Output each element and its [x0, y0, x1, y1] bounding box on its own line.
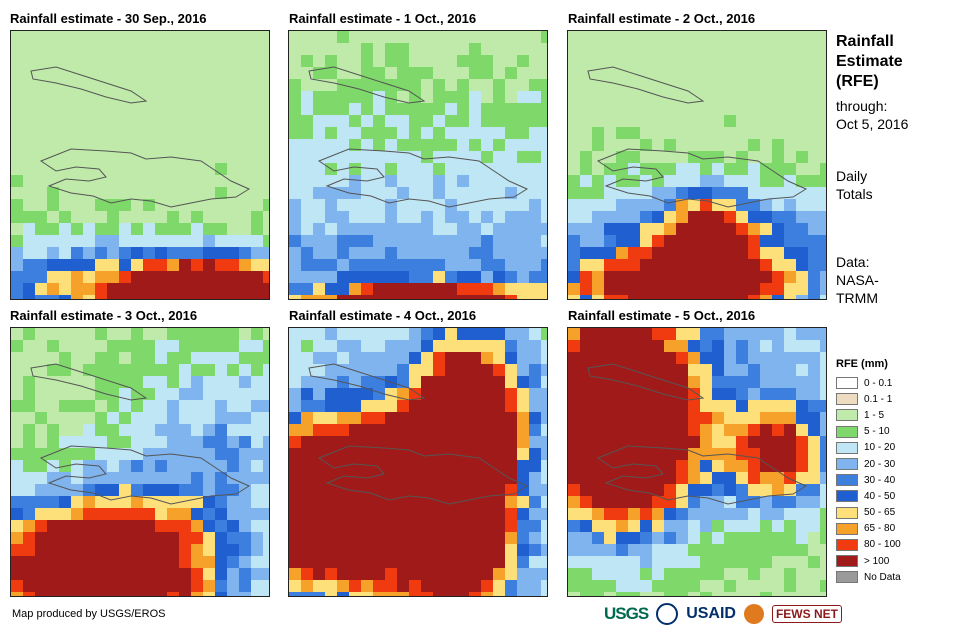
- usaid-seal-icon: [656, 603, 679, 625]
- legend-items: 0 - 0.1 0.1 - 1 1 - 5 5 - 10 10 - 20 20 - 30 3…: [836, 375, 901, 585]
- rainfall-grid-oct2: [568, 31, 826, 299]
- map-panel-oct3: [10, 327, 270, 597]
- legend-label: 65 - 80: [864, 523, 896, 535]
- map-panel-sep30: [10, 30, 270, 300]
- legend-item: 50 - 65: [836, 505, 901, 521]
- fews-seal-icon: [743, 604, 764, 624]
- legend-label: 10 - 20: [864, 442, 896, 454]
- data-source-line2: NASA-: [836, 272, 879, 288]
- rainfall-grid-sep30: [11, 31, 269, 299]
- map-title-line2: Estimate: [836, 53, 903, 70]
- legend-swatch: [836, 538, 858, 551]
- legend-item: > 100: [836, 553, 901, 569]
- legend-item: 20 - 30: [836, 456, 901, 472]
- legend-label: 30 - 40: [864, 474, 896, 486]
- legend-title: RFE (mm): [836, 358, 888, 370]
- legend-label: 1 - 5: [864, 409, 885, 421]
- legend-swatch: [836, 425, 858, 438]
- map-panel-oct1: [288, 30, 548, 300]
- panel-title-oct4: Rainfall estimate - 4 Oct., 2016: [289, 308, 477, 323]
- data-source-line3: TRMM: [836, 290, 878, 306]
- hispaniola-outline: [596, 445, 808, 505]
- panel-title-oct3: Rainfall estimate - 3 Oct., 2016: [10, 308, 198, 323]
- cuba-outline: [30, 66, 148, 104]
- totals-block: Daily Totals: [836, 167, 956, 203]
- legend-label: 80 - 100: [864, 539, 901, 551]
- legend-item: 30 - 40: [836, 472, 901, 488]
- usgs-logo: USGS: [604, 604, 649, 623]
- map-title-line3: (RFE): [836, 73, 879, 90]
- legend-swatch: [836, 555, 858, 568]
- cuba-outline: [30, 363, 148, 401]
- legend: RFE (mm) 0 - 0.1 0.1 - 1 1 - 5 5 - 10 10 - 2…: [836, 358, 901, 585]
- legend-swatch: [836, 409, 858, 422]
- legend-swatch: [836, 506, 858, 519]
- hispaniola-outline: [317, 445, 529, 505]
- through-label: through:: [836, 98, 888, 114]
- legend-item: No Data: [836, 569, 901, 585]
- totals-line1: Daily: [836, 168, 868, 184]
- map-credit: Map produced by USGS/EROS: [12, 608, 166, 620]
- cuba-outline: [587, 363, 705, 401]
- panel-title-sep30: Rainfall estimate - 30 Sep., 2016: [10, 11, 207, 26]
- map-panel-oct5: [567, 327, 827, 597]
- panel-title-oct5: Rainfall estimate - 5 Oct., 2016: [568, 308, 756, 323]
- data-source-block: Data: NASA- TRMM: [836, 253, 956, 307]
- hispaniola-outline: [317, 148, 529, 208]
- legend-item: 0 - 0.1: [836, 375, 901, 391]
- legend-label: 0.1 - 1: [864, 393, 893, 405]
- logo-bar: USGS USAID FEWS NET: [604, 603, 842, 625]
- legend-item: 40 - 50: [836, 488, 901, 504]
- legend-label: 0 - 0.1: [864, 377, 893, 389]
- panel-title-oct1: Rainfall estimate - 1 Oct., 2016: [289, 11, 477, 26]
- legend-label: 50 - 65: [864, 507, 896, 519]
- hispaniola-outline: [39, 148, 251, 208]
- rainfall-grid-oct4: [289, 328, 547, 596]
- legend-swatch: [836, 441, 858, 454]
- legend-swatch: [836, 490, 858, 503]
- legend-swatch: [836, 377, 858, 390]
- map-title: Rainfall Estimate (RFE): [836, 32, 956, 92]
- legend-item: 10 - 20: [836, 440, 901, 456]
- cuba-outline: [308, 363, 426, 401]
- legend-swatch: [836, 571, 858, 584]
- legend-label: 40 - 50: [864, 490, 896, 502]
- map-title-line1: Rainfall: [836, 33, 894, 50]
- legend-swatch: [836, 458, 858, 471]
- hispaniola-outline: [596, 148, 808, 208]
- rainfall-grid-oct3: [11, 328, 269, 596]
- through-block: through: Oct 5, 2016: [836, 97, 956, 133]
- legend-label: > 100: [864, 555, 890, 567]
- legend-label: 5 - 10: [864, 426, 890, 438]
- cuba-outline: [308, 66, 426, 104]
- legend-label: 20 - 30: [864, 458, 896, 470]
- cuba-outline: [587, 66, 705, 104]
- hispaniola-outline: [39, 445, 251, 505]
- rainfall-grid-oct5: [568, 328, 826, 596]
- legend-item: 80 - 100: [836, 537, 901, 553]
- legend-item: 1 - 5: [836, 407, 901, 423]
- legend-item: 5 - 10: [836, 424, 901, 440]
- panel-title-oct2: Rainfall estimate - 2 Oct., 2016: [568, 11, 756, 26]
- rainfall-grid-oct1: [289, 31, 547, 299]
- legend-swatch: [836, 474, 858, 487]
- legend-swatch: [836, 393, 858, 406]
- legend-item: 65 - 80: [836, 521, 901, 537]
- data-source-line1: Data:: [836, 254, 870, 270]
- usaid-logo: USAID: [686, 605, 736, 622]
- map-panel-oct4: [288, 327, 548, 597]
- fews-net-logo: FEWS NET: [771, 605, 842, 623]
- map-panel-oct2: [567, 30, 827, 300]
- totals-line2: Totals: [836, 186, 873, 202]
- through-date: Oct 5, 2016: [836, 116, 909, 132]
- legend-label: No Data: [864, 571, 901, 583]
- legend-item: 0.1 - 1: [836, 391, 901, 407]
- legend-swatch: [836, 522, 858, 535]
